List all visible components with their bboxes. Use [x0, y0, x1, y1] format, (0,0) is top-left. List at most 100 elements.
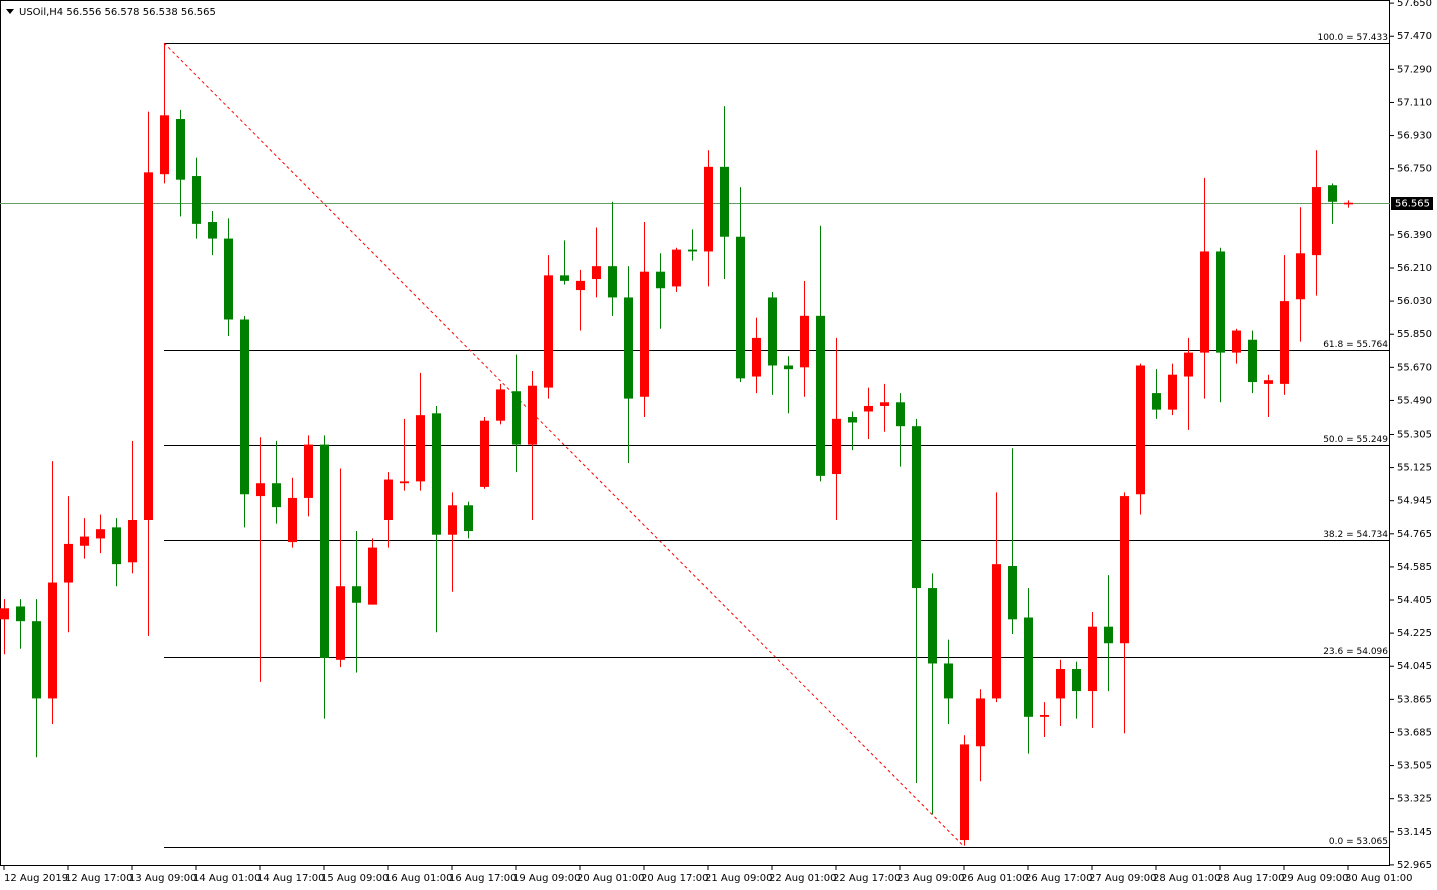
- x-tick-label: 13 Aug 09:00: [129, 873, 196, 884]
- candle-body: [704, 166, 713, 252]
- candle-body: [1280, 301, 1289, 384]
- x-tick-label: 28 Aug 01:00: [1153, 873, 1220, 884]
- candle-body: [1328, 185, 1337, 202]
- candle-body: [656, 271, 665, 289]
- x-tick-label: 26 Aug 01:00: [961, 873, 1028, 884]
- y-tick-label: 56.390: [1397, 230, 1432, 241]
- candle-body: [128, 520, 137, 563]
- candle-body: [224, 238, 233, 320]
- fib-label: 61.8 = 55.764: [1323, 340, 1388, 350]
- candle-body: [1088, 626, 1097, 692]
- candle-body: [784, 365, 793, 370]
- candle-body: [752, 337, 761, 377]
- candle-body: [448, 505, 457, 535]
- y-tick-label: 54.405: [1397, 595, 1432, 606]
- candle-body: [1040, 714, 1049, 717]
- x-tick-label: 27 Aug 09:00: [1089, 873, 1156, 884]
- candle-body: [400, 481, 409, 484]
- fib-label: 50.0 = 55.249: [1323, 435, 1388, 445]
- candle-body: [1056, 668, 1065, 699]
- candle-body: [1168, 374, 1177, 410]
- candle-body: [480, 420, 489, 487]
- y-tick-label: 53.145: [1397, 827, 1432, 838]
- price-label-box: [1391, 197, 1433, 210]
- fib-label: 0.0 = 53.065: [1329, 837, 1388, 847]
- candle-body: [80, 536, 89, 546]
- candle-body: [960, 744, 969, 841]
- candle-body: [800, 315, 809, 368]
- candle-body: [432, 413, 441, 535]
- last-open: 56.556: [66, 7, 101, 18]
- candle-body: [896, 402, 905, 427]
- candle-body: [720, 166, 729, 237]
- candle-body: [1232, 330, 1241, 353]
- y-tick-label: 56.030: [1397, 296, 1432, 307]
- candle-body: [288, 497, 297, 543]
- symbol-menu-arrow[interactable]: [6, 9, 14, 14]
- candle-body: [144, 172, 153, 521]
- candle-body: [1216, 251, 1225, 353]
- candle-body: [320, 444, 329, 658]
- candle-body: [1184, 352, 1193, 377]
- candle-body: [528, 385, 537, 445]
- candle-body: [176, 119, 185, 180]
- candle-body: [464, 505, 473, 532]
- candle-body: [880, 402, 889, 406]
- candle-body: [912, 426, 921, 589]
- y-tick-label: 55.125: [1397, 463, 1432, 474]
- candle-body: [864, 405, 873, 412]
- fib-label: 100.0 = 57.433: [1317, 33, 1388, 43]
- y-tick-label: 55.490: [1397, 395, 1432, 406]
- fib-label: 23.6 = 54.096: [1323, 647, 1388, 657]
- candle-body: [1344, 202, 1353, 205]
- candle-body: [416, 415, 425, 482]
- candle-body: [272, 483, 281, 508]
- x-tick-label: 28 Aug 17:00: [1217, 873, 1284, 884]
- x-tick-label: 22 Aug 01:00: [769, 873, 836, 884]
- y-tick-label: 54.225: [1397, 628, 1432, 639]
- y-tick-label: 54.585: [1397, 562, 1432, 573]
- x-tick-label: 29 Aug 09:00: [1281, 873, 1348, 884]
- candle-body: [256, 483, 265, 497]
- x-tick-label: 12 Aug 17:00: [65, 873, 132, 884]
- candle-body: [736, 236, 745, 379]
- candle-body: [1072, 668, 1081, 692]
- candle-body: [672, 249, 681, 287]
- plot-frame: [0, 0, 1390, 866]
- fib-label: 38.2 = 54.734: [1323, 530, 1388, 540]
- x-tick-label: 16 Aug 17:00: [449, 873, 516, 884]
- candle-body: [1104, 626, 1113, 644]
- candle-body: [304, 444, 313, 498]
- x-tick-label: 12 Aug 2019: [4, 873, 68, 884]
- fib-trendline: [163, 42, 965, 847]
- candle-body: [624, 297, 633, 399]
- candle-body: [64, 543, 73, 583]
- x-tick-label: 21 Aug 09:00: [705, 873, 772, 884]
- candle-body: [160, 115, 169, 175]
- candle-body: [976, 698, 985, 747]
- x-tick-label: 30 Aug 01:00: [1345, 873, 1412, 884]
- y-tick-label: 54.945: [1397, 496, 1432, 507]
- x-tick-label: 20 Aug 01:00: [577, 873, 644, 884]
- candle-body: [992, 564, 1001, 699]
- y-tick-label: 55.670: [1397, 362, 1432, 373]
- candle-body: [640, 271, 649, 397]
- y-tick-label: 55.305: [1397, 429, 1432, 440]
- candle-body: [928, 588, 937, 664]
- candle-body: [368, 547, 377, 605]
- candle-body: [848, 416, 857, 423]
- y-tick-label: 56.210: [1397, 263, 1432, 274]
- candle-body: [1248, 339, 1257, 383]
- candle-body: [944, 663, 953, 699]
- last-close: 56.565: [181, 7, 216, 18]
- candle-body: [1152, 393, 1161, 410]
- y-tick-label: 57.650: [1397, 0, 1432, 9]
- y-tick-label: 54.765: [1397, 529, 1432, 540]
- candle-body: [832, 418, 841, 475]
- y-tick-label: 56.930: [1397, 131, 1432, 142]
- candle-body: [1136, 365, 1145, 495]
- candle-body: [112, 527, 121, 565]
- candle-body: [384, 479, 393, 521]
